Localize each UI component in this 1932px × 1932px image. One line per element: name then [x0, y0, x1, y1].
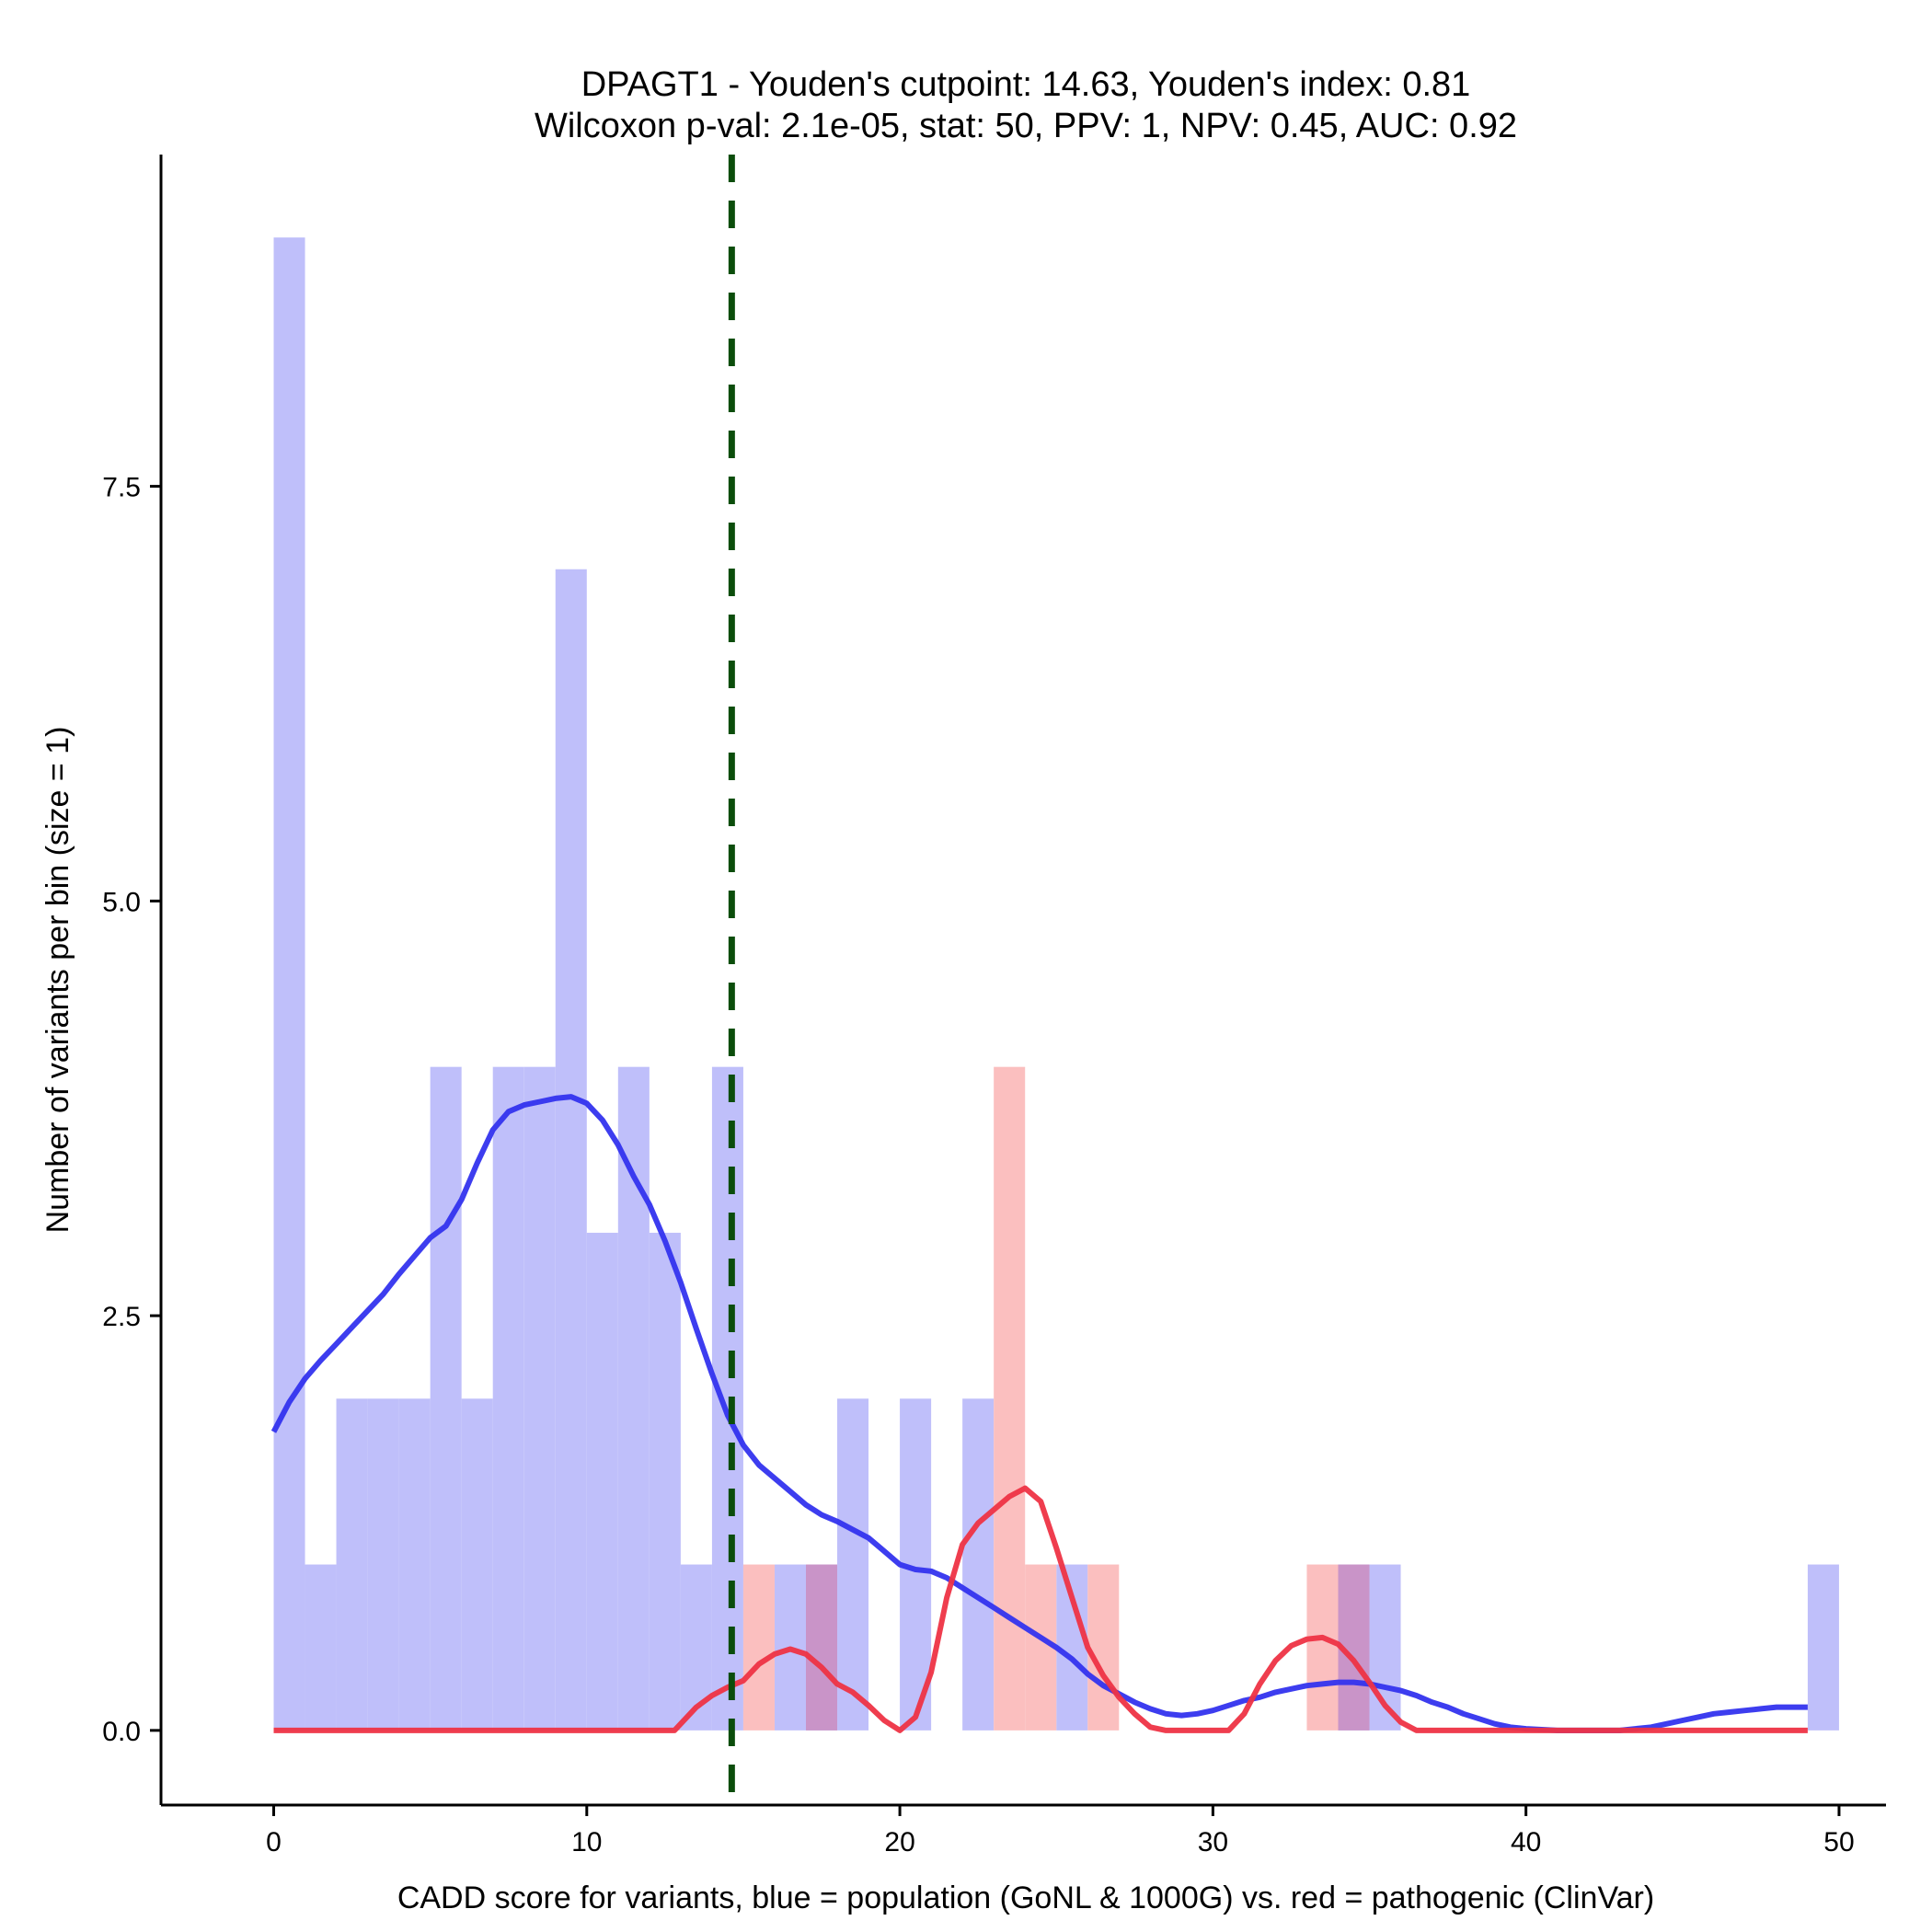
density-curves [270, 1094, 1808, 1733]
y-tick-label: 2.5 [102, 1302, 141, 1332]
population-bar [617, 1066, 650, 1731]
population-bar [367, 1398, 399, 1731]
population-bar [555, 569, 587, 1731]
pathogenic-bar [1087, 1564, 1120, 1731]
x-tick-label: 30 [1198, 1827, 1228, 1857]
population-bar [523, 1066, 556, 1731]
y-tick-label: 0.0 [102, 1717, 141, 1747]
y-tick-label: 5.0 [102, 887, 141, 917]
population-bar [649, 1232, 681, 1731]
overlap-bar [805, 1564, 838, 1731]
chart-title-line2: Wilcoxon p-val: 2.1e-05, stat: 50, PPV: … [535, 107, 1517, 145]
population-bar [273, 237, 305, 1731]
pathogenic-bar [742, 1564, 775, 1731]
population-bars [273, 237, 1839, 1731]
population-density-line [270, 1094, 1808, 1733]
y-axis-label: Number of variants per bin (size = 1) [40, 727, 75, 1234]
y-ticks: 0.0 2.5 5.0 7.5 [102, 473, 161, 1747]
x-tick-label: 0 [266, 1827, 282, 1857]
x-tick-label: 50 [1823, 1827, 1854, 1857]
pathogenic-bar [1306, 1564, 1339, 1731]
y-tick-label: 7.5 [102, 473, 141, 503]
pathogenic-bar [994, 1066, 1026, 1731]
x-tick-label: 10 [571, 1827, 602, 1857]
chart-title-line1: DPAGT1 - Youden's cutpoint: 14.63, Youde… [581, 65, 1471, 104]
population-bar [837, 1398, 869, 1731]
population-bar [336, 1398, 368, 1731]
pathogenic-density-line [273, 1485, 1808, 1733]
x-tick-label: 20 [884, 1827, 914, 1857]
x-ticks: 0 10 20 30 40 50 [266, 1805, 1855, 1857]
x-tick-label: 40 [1511, 1827, 1541, 1857]
population-bar [586, 1232, 618, 1731]
population-bar [492, 1066, 524, 1731]
population-bar [962, 1398, 995, 1731]
population-bar [305, 1564, 337, 1731]
population-bar [711, 1066, 743, 1731]
population-bar [430, 1066, 462, 1731]
population-bar [398, 1398, 431, 1731]
pathogenic-bar [1025, 1564, 1057, 1731]
axes [159, 155, 1886, 1807]
x-axis-label: CADD score for variants, blue = populati… [397, 1880, 1654, 1915]
population-bar [1807, 1564, 1839, 1731]
population-bar [461, 1398, 493, 1731]
